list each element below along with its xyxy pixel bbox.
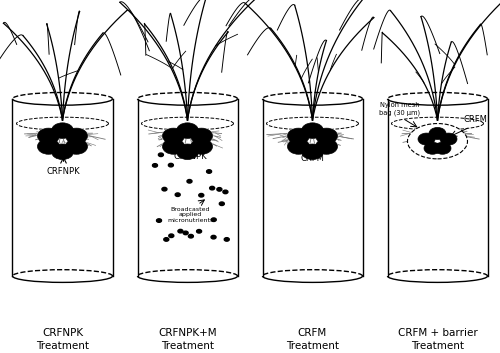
Circle shape: [176, 123, 199, 138]
Circle shape: [38, 128, 60, 144]
Circle shape: [288, 139, 310, 154]
Text: CRFNPK
Treatment: CRFNPK Treatment: [36, 328, 89, 352]
Circle shape: [162, 139, 184, 154]
Circle shape: [429, 127, 446, 139]
Circle shape: [66, 139, 88, 154]
Circle shape: [316, 128, 338, 144]
Circle shape: [418, 133, 435, 145]
Circle shape: [302, 144, 324, 160]
Text: CRFM
Treatment: CRFM Treatment: [286, 328, 339, 352]
Circle shape: [176, 144, 199, 160]
Circle shape: [316, 139, 338, 154]
Circle shape: [168, 163, 173, 167]
Text: CRFNPK: CRFNPK: [46, 167, 80, 175]
Circle shape: [162, 128, 184, 144]
Text: Nylon mesh
bag (30 μm): Nylon mesh bag (30 μm): [380, 102, 420, 116]
Circle shape: [190, 128, 212, 144]
Circle shape: [190, 139, 212, 154]
Text: CRFM: CRFM: [463, 115, 487, 124]
Circle shape: [440, 133, 457, 145]
Circle shape: [217, 187, 222, 191]
Circle shape: [38, 139, 60, 154]
Circle shape: [156, 219, 162, 222]
Circle shape: [196, 229, 202, 233]
Bar: [12, 99, 112, 282]
Circle shape: [210, 186, 214, 190]
Text: CRFNPK+M
Treatment: CRFNPK+M Treatment: [158, 328, 217, 352]
Circle shape: [190, 139, 212, 154]
Circle shape: [66, 128, 88, 144]
Circle shape: [176, 144, 199, 160]
Circle shape: [162, 139, 184, 154]
Circle shape: [302, 123, 324, 138]
Circle shape: [316, 128, 338, 144]
Circle shape: [187, 180, 192, 183]
Circle shape: [424, 142, 441, 154]
Circle shape: [175, 193, 180, 197]
Circle shape: [176, 123, 199, 138]
Circle shape: [152, 164, 158, 167]
Circle shape: [302, 144, 324, 160]
Bar: [262, 99, 362, 282]
Text: CRFM: CRFM: [300, 154, 324, 162]
Circle shape: [52, 144, 74, 160]
Circle shape: [206, 170, 212, 173]
Circle shape: [164, 238, 169, 241]
Circle shape: [211, 218, 216, 221]
Circle shape: [183, 231, 188, 235]
Circle shape: [162, 128, 184, 144]
Circle shape: [288, 139, 310, 154]
Ellipse shape: [408, 124, 468, 159]
Circle shape: [424, 142, 441, 154]
Circle shape: [223, 190, 228, 194]
Circle shape: [434, 142, 451, 154]
Circle shape: [418, 133, 435, 145]
Circle shape: [66, 139, 88, 154]
Text: CRFNPK: CRFNPK: [173, 152, 207, 161]
Circle shape: [316, 139, 338, 154]
Circle shape: [52, 123, 74, 138]
Circle shape: [52, 144, 74, 160]
Circle shape: [224, 238, 230, 241]
Circle shape: [178, 229, 183, 233]
Circle shape: [302, 123, 324, 138]
Circle shape: [429, 127, 446, 139]
Circle shape: [220, 202, 224, 205]
Circle shape: [66, 128, 88, 144]
Text: Broadcasted
applied
micronutrients: Broadcasted applied micronutrients: [167, 207, 213, 223]
Circle shape: [158, 153, 164, 156]
Circle shape: [188, 234, 194, 238]
Circle shape: [288, 128, 310, 144]
Circle shape: [190, 128, 212, 144]
Circle shape: [288, 128, 310, 144]
Text: CRFM + barrier
Treatment: CRFM + barrier Treatment: [398, 328, 477, 352]
Bar: [138, 99, 237, 282]
Circle shape: [38, 139, 60, 154]
Circle shape: [162, 187, 167, 191]
Circle shape: [434, 142, 451, 154]
Bar: [388, 99, 488, 282]
Circle shape: [52, 123, 74, 138]
Circle shape: [199, 193, 204, 197]
Circle shape: [440, 133, 457, 145]
Circle shape: [169, 234, 174, 238]
Circle shape: [211, 235, 216, 239]
Circle shape: [38, 128, 60, 144]
